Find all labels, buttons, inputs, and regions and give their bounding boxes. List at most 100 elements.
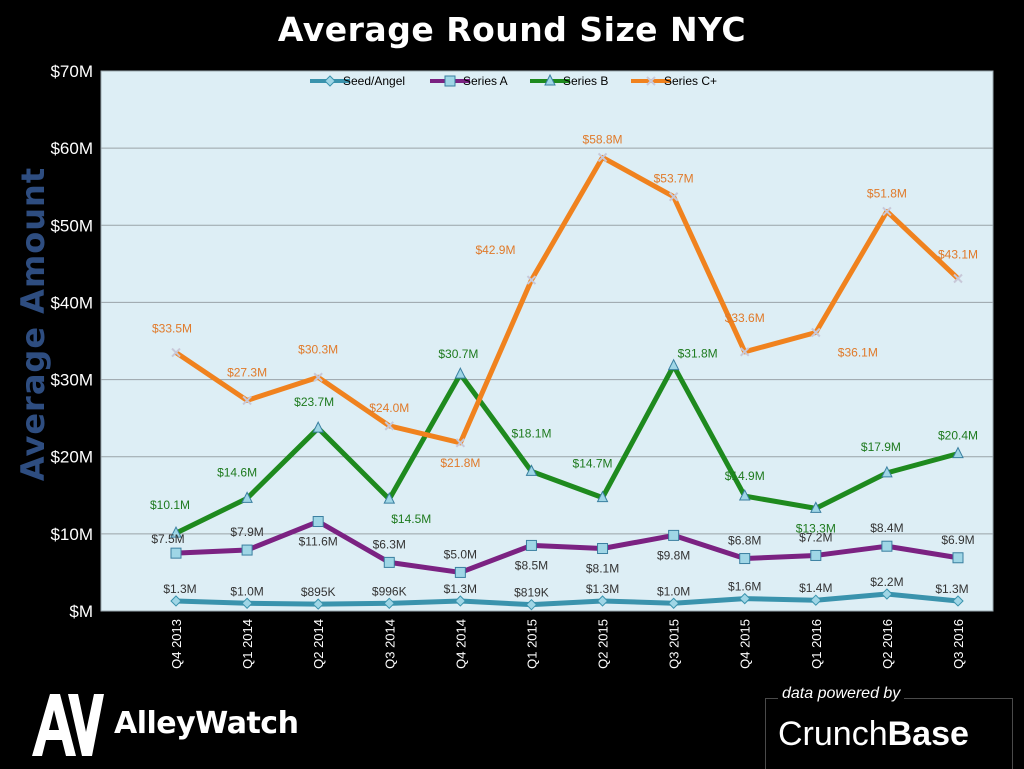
legend-label: Series C+ bbox=[664, 74, 717, 88]
alleywatch-logo: AlleyWatch bbox=[28, 688, 308, 760]
y-tick-label: $70M bbox=[50, 62, 93, 81]
series-line-seed-angel bbox=[175, 591, 959, 608]
legend-label: Seed/Angel bbox=[343, 74, 405, 88]
data-point-marker bbox=[383, 556, 395, 568]
y-tick-label: $50M bbox=[50, 216, 93, 235]
data-label: $1.3M bbox=[586, 582, 619, 596]
y-tick-label: $10M bbox=[50, 525, 93, 544]
x-tick-label: Q2 2014 bbox=[311, 619, 326, 669]
powered-by-text: data powered by bbox=[778, 685, 905, 703]
data-point-marker bbox=[952, 552, 964, 564]
data-label: $23.7M bbox=[294, 395, 334, 409]
data-label: $1.6M bbox=[728, 580, 761, 594]
data-point-marker bbox=[383, 597, 395, 610]
legend-marker bbox=[444, 75, 456, 87]
data-label: $58.8M bbox=[583, 132, 623, 146]
y-tick-label: $20M bbox=[50, 448, 93, 467]
data-label: $1.3M bbox=[444, 582, 477, 596]
data-label: $8.5M bbox=[515, 558, 548, 572]
line-chart: $M $10M $20M $30M $40M $50M $60M $70M Q4 2013 Q1… bbox=[14, 62, 994, 669]
legend-marker bbox=[646, 76, 656, 86]
data-label: $33.6M bbox=[725, 311, 765, 325]
x-axis: Q4 2013 Q1 2014 Q2 2014 Q3 2014 Q4 2014 Q1 20… bbox=[169, 619, 966, 669]
x-tick-label: Q1 2014 bbox=[240, 619, 255, 669]
x-tick-label: Q3 2014 bbox=[382, 619, 397, 669]
data-point-marker bbox=[740, 347, 750, 357]
data-labels: $1.3M $1.0M $895K $996K $1.3M $819K $1.3M $1.0M… bbox=[150, 132, 978, 599]
y-axis: $M $10M $20M $30M $40M $50M $60M $70M bbox=[50, 62, 93, 621]
data-point-marker bbox=[526, 275, 537, 285]
data-label: $1.3M bbox=[935, 582, 968, 596]
data-point-marker bbox=[525, 464, 538, 476]
data-label: $8.1M bbox=[586, 562, 619, 576]
data-point-marker bbox=[312, 516, 324, 528]
data-point-marker bbox=[525, 539, 537, 551]
data-point-marker bbox=[811, 327, 821, 338]
x-tick-label: Q1 2016 bbox=[809, 619, 824, 669]
data-point-marker bbox=[383, 492, 396, 504]
data-label: $10.1M bbox=[150, 498, 190, 512]
data-point-marker bbox=[312, 421, 324, 433]
x-tick-label: Q3 2015 bbox=[667, 619, 682, 669]
y-tick-label: $30M bbox=[50, 371, 93, 390]
data-label: $14.9M bbox=[725, 469, 765, 483]
data-label: $43.1M bbox=[938, 248, 978, 262]
data-label: $2.2M bbox=[870, 575, 903, 589]
data-label: $6.8M bbox=[728, 534, 761, 548]
data-point-marker bbox=[596, 595, 609, 607]
data-label: $51.8M bbox=[867, 186, 907, 200]
data-label: $1.0M bbox=[657, 584, 690, 598]
data-point-marker bbox=[881, 465, 893, 478]
data-point-marker bbox=[596, 490, 609, 503]
plot-area bbox=[100, 70, 994, 612]
data-label: $31.8M bbox=[678, 347, 718, 361]
data-point-marker bbox=[739, 553, 751, 565]
data-point-marker bbox=[170, 595, 182, 607]
data-point-marker bbox=[668, 192, 679, 202]
x-tick-label: Q4 2014 bbox=[453, 619, 468, 669]
data-point-marker bbox=[667, 358, 680, 371]
data-label: $20.4M bbox=[938, 429, 978, 443]
data-label: $1.4M bbox=[799, 581, 832, 595]
crunchbase-badge: data powered by CrunchBase bbox=[765, 685, 1013, 769]
data-point-marker bbox=[597, 152, 608, 163]
data-point-marker bbox=[667, 597, 680, 609]
series-line-series-c- bbox=[174, 154, 960, 446]
data-point-marker bbox=[313, 372, 323, 382]
data-label: $6.3M bbox=[373, 537, 406, 551]
data-label: $14.5M bbox=[391, 512, 431, 526]
data-label: $14.7M bbox=[573, 457, 613, 471]
data-point-marker bbox=[454, 595, 467, 607]
data-label: $7.2M bbox=[799, 530, 832, 544]
data-label: $1.3M bbox=[163, 582, 196, 596]
data-label: $11.6M bbox=[299, 535, 338, 549]
y-tick-label: $40M bbox=[50, 293, 93, 312]
alleywatch-logo-mark bbox=[32, 694, 104, 756]
data-label: $9.8M bbox=[657, 548, 690, 562]
data-label: $8.4M bbox=[870, 521, 903, 535]
x-tick-label: Q1 2015 bbox=[524, 619, 539, 669]
data-label: $7.9M bbox=[230, 525, 263, 539]
data-point-marker bbox=[455, 438, 466, 448]
legend-marker bbox=[324, 75, 336, 87]
y-tick-label: $M bbox=[69, 602, 93, 621]
y-axis-label: Average Amount bbox=[14, 167, 52, 481]
data-point-marker bbox=[738, 488, 751, 501]
data-label: $30.3M bbox=[298, 342, 338, 356]
data-point-marker bbox=[952, 595, 964, 607]
data-label: $18.1M bbox=[511, 426, 551, 440]
data-point-marker bbox=[597, 543, 609, 555]
data-label: $30.7M bbox=[438, 347, 478, 361]
data-label: $13.3M bbox=[796, 521, 836, 535]
series-markers bbox=[170, 152, 964, 611]
data-point-marker bbox=[241, 491, 253, 503]
data-label: $21.8M bbox=[440, 456, 480, 470]
series-line-series-a bbox=[175, 519, 959, 575]
crunchbase-logo-part1: Crunch bbox=[778, 715, 888, 753]
data-point-marker bbox=[810, 549, 822, 561]
data-label: $27.3M bbox=[227, 365, 267, 379]
data-label: $895K bbox=[301, 585, 336, 599]
data-point-marker bbox=[241, 597, 253, 609]
data-label: $36.1M bbox=[838, 346, 878, 360]
x-tick-label: Q4 2015 bbox=[738, 619, 753, 669]
